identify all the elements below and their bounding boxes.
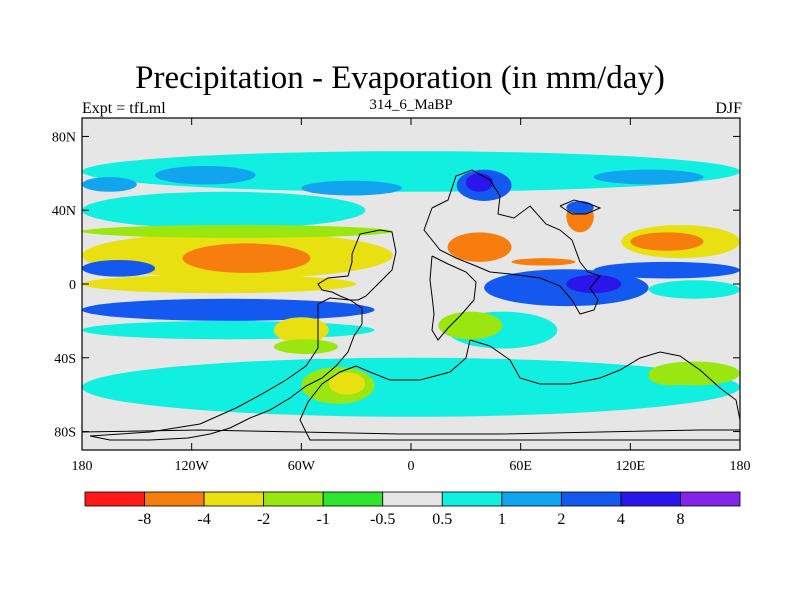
field-region-north-blue-pac <box>82 177 137 192</box>
field-region-sub-green-n <box>82 224 393 238</box>
field-region-north-blue-atl <box>155 165 256 185</box>
colorbar-swatch <box>501 491 562 507</box>
x-tick-label: 0 <box>408 459 415 474</box>
colorbar-label: -2 <box>257 511 270 528</box>
chart-title: Precipitation - Evaporation (in mm/day) <box>135 60 665 96</box>
field-region-cyan-ne-pac <box>648 280 740 299</box>
colorbar-swatch <box>560 491 622 507</box>
colorbar-swatch <box>144 491 205 507</box>
axis-ticks: 180 120W 60W 0 60E 120E 180 80N 40N 0 40S 80S <box>52 118 751 474</box>
season-label: DJF <box>715 100 742 117</box>
field-region-blue-s-eq <box>82 298 375 321</box>
chart-subtitle: 314_6_MaBP <box>369 97 453 113</box>
colorbar-swatch <box>84 491 145 507</box>
field-region-green-aus <box>648 361 740 386</box>
field-region-north-blue-mid <box>301 180 402 196</box>
field-region-blue-ne-asia <box>566 201 594 214</box>
colorbar-swatch <box>620 491 681 507</box>
colorbar: -8 -4 -2 -1 -0.5 0.5 1 2 4 8 <box>84 491 741 528</box>
precip-evap-field <box>82 151 740 417</box>
field-region-blue-eq-pac <box>82 260 156 277</box>
field-region-orange-ne-pac <box>630 232 704 251</box>
y-tick-label: 40S <box>54 352 76 367</box>
field-region-sub-cyan-n <box>82 191 366 229</box>
colorbar-swatch <box>680 491 741 507</box>
colorbar-label: -0.5 <box>370 511 395 528</box>
field-region-orange-india <box>511 258 576 266</box>
x-tick-label: 120E <box>616 459 646 474</box>
field-region-green-s-pac <box>273 339 338 355</box>
colorbar-label: 2 <box>557 511 565 528</box>
field-region-orange-asia <box>447 232 512 262</box>
colorbar-swatch <box>203 491 265 507</box>
field-region-cyan-s-mid <box>82 357 740 417</box>
field-region-darkblue-c-asia <box>465 173 494 192</box>
field-region-green-s-asia <box>438 311 503 340</box>
colorbar-label: -1 <box>317 511 330 528</box>
x-tick-label: 180 <box>72 459 93 474</box>
field-region-yellow-s-atl <box>328 372 366 395</box>
field-region-north-blue-asia <box>593 169 704 185</box>
field-region-yellow-s-pac <box>273 317 329 344</box>
x-tick-label: 180 <box>730 459 751 474</box>
colorbar-label: -8 <box>138 511 151 528</box>
y-tick-label: 40N <box>52 204 76 219</box>
x-tick-label: 60W <box>288 459 316 474</box>
field-region-yellow-eq <box>82 274 357 294</box>
y-tick-label: 0 <box>69 278 76 293</box>
colorbar-swatch <box>382 491 443 507</box>
x-tick-label: 120W <box>175 459 210 474</box>
field-region-cyan-s-eq <box>82 320 375 340</box>
field-region-orange-n-pac <box>182 243 311 273</box>
colorbar-swatch <box>322 491 384 507</box>
field-region-north-band <box>82 151 740 192</box>
colorbar-label: 1 <box>498 511 506 528</box>
x-tick-label: 60E <box>509 459 532 474</box>
colorbar-swatch <box>263 491 324 507</box>
experiment-label: Expt = tfLml <box>82 100 166 117</box>
colorbar-swatch <box>441 491 503 507</box>
colorbar-label: 4 <box>617 511 625 528</box>
coastline-outline <box>82 169 740 441</box>
colorbar-label: 8 <box>676 511 684 528</box>
colorbar-label: -4 <box>197 511 210 528</box>
colorbar-label: 0.5 <box>432 511 452 528</box>
y-tick-label: 80S <box>54 426 76 441</box>
y-tick-label: 80N <box>52 130 76 145</box>
field-region-blue-w-pac <box>593 261 740 279</box>
